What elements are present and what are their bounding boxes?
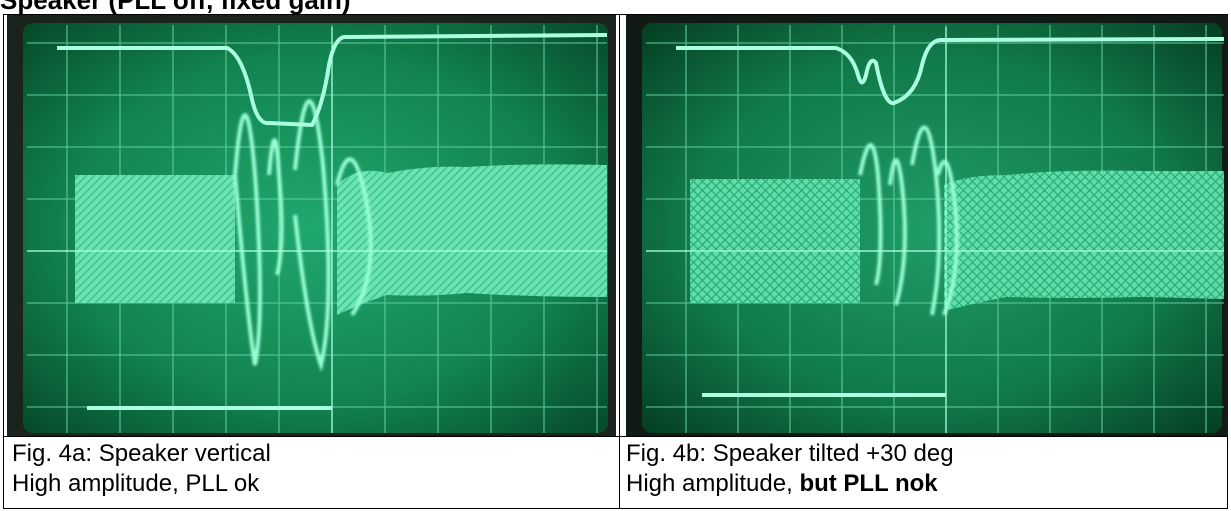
row-divider bbox=[4, 436, 1227, 437]
burst-trace bbox=[858, 125, 959, 316]
trigger-trace bbox=[57, 33, 608, 128]
caption-4a-title: Fig. 4a: Speaker vertical bbox=[12, 440, 271, 467]
section-heading: Speaker (PLL off, fixed gain) bbox=[0, 0, 351, 15]
burst-trace bbox=[233, 99, 373, 373]
caption-4b: Fig. 4b: Speaker tilted +30 deg High amp… bbox=[626, 439, 954, 499]
figure-table: Fig. 4a: Speaker vertical High amplitude… bbox=[3, 14, 1228, 509]
caption-4b-title: Fig. 4b: Speaker tilted +30 deg bbox=[626, 440, 954, 467]
trigger-trace bbox=[676, 37, 1225, 105]
column-divider bbox=[619, 15, 620, 508]
screen bbox=[642, 23, 1222, 433]
oscilloscope-photo-4a bbox=[7, 15, 616, 436]
oscilloscope-photo-4b bbox=[626, 15, 1228, 436]
screen bbox=[23, 23, 608, 433]
signal-band bbox=[75, 164, 607, 315]
center-axis bbox=[27, 27, 607, 433]
caption-4a-note: High amplitude, PLL ok bbox=[12, 470, 260, 497]
caption-4b-emphasis: but PLL nok bbox=[799, 470, 938, 497]
signal-band bbox=[690, 170, 1224, 311]
caption-4b-note: High amplitude, but PLL nok bbox=[626, 470, 938, 497]
caption-4a: Fig. 4a: Speaker vertical High amplitude… bbox=[12, 439, 271, 499]
center-axis bbox=[646, 27, 1224, 433]
